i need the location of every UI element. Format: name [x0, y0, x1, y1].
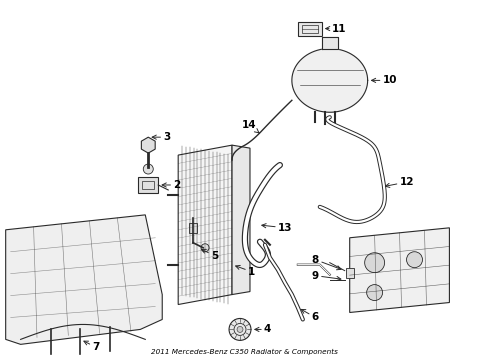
- Polygon shape: [291, 49, 367, 112]
- Bar: [297, 22, 321, 36]
- Text: 4: 4: [254, 324, 271, 334]
- Text: 6: 6: [301, 309, 318, 323]
- Circle shape: [237, 327, 243, 332]
- Polygon shape: [6, 215, 162, 345]
- Text: 7: 7: [84, 341, 100, 352]
- Text: 12: 12: [385, 177, 413, 188]
- Bar: [301, 24, 317, 32]
- Text: 9: 9: [311, 271, 340, 281]
- Circle shape: [228, 319, 250, 340]
- Circle shape: [406, 252, 422, 268]
- Circle shape: [201, 244, 209, 252]
- Circle shape: [364, 253, 384, 273]
- Bar: [345, 268, 353, 278]
- Bar: [142, 181, 154, 189]
- Text: 10: 10: [371, 75, 396, 85]
- Text: 5: 5: [201, 249, 218, 261]
- Polygon shape: [349, 228, 448, 312]
- Text: 1: 1: [235, 265, 255, 276]
- Circle shape: [143, 164, 153, 174]
- Polygon shape: [232, 145, 249, 294]
- Text: 2011 Mercedes-Benz C350 Radiator & Components: 2011 Mercedes-Benz C350 Radiator & Compo…: [151, 349, 337, 355]
- Text: 2: 2: [162, 180, 180, 190]
- Bar: [189, 223, 197, 233]
- Text: 14: 14: [242, 120, 259, 133]
- Polygon shape: [178, 145, 232, 305]
- Text: 8: 8: [311, 255, 341, 270]
- Bar: [138, 177, 158, 193]
- Text: 3: 3: [152, 132, 170, 142]
- Polygon shape: [321, 37, 337, 49]
- Circle shape: [366, 285, 382, 301]
- Text: 11: 11: [325, 24, 346, 33]
- Text: 13: 13: [261, 223, 292, 233]
